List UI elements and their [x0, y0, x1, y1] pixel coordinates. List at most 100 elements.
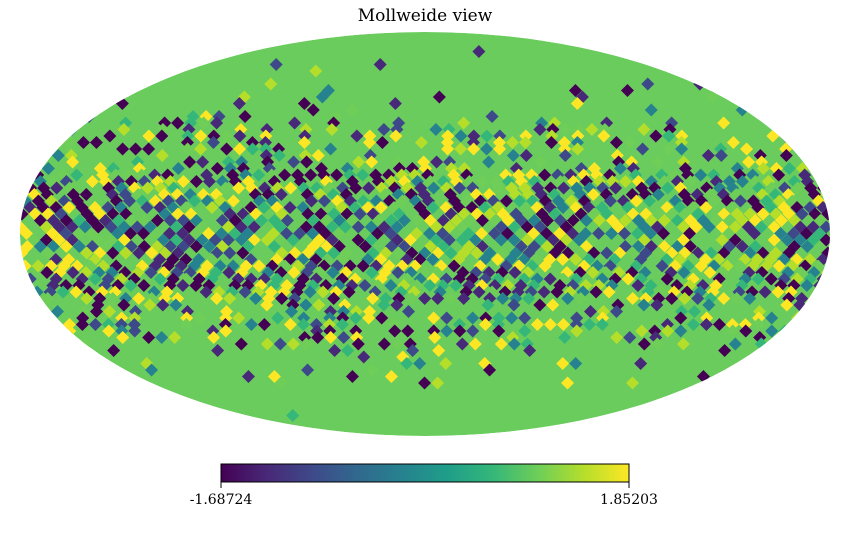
map-pixel	[20, 214, 21, 227]
map-pixel	[765, 324, 779, 338]
map-pixel	[223, 246, 237, 260]
map-pixel	[833, 221, 846, 234]
map-pixel	[129, 142, 143, 156]
map-pixel	[634, 357, 648, 370]
map-pixel	[840, 214, 850, 227]
map-pixel	[273, 337, 287, 351]
map-pixel	[518, 324, 532, 338]
map-pixel	[330, 168, 344, 182]
map-pixel	[621, 272, 635, 286]
map-pixel	[470, 246, 484, 260]
map-pixel	[223, 292, 237, 305]
map-pixel	[143, 298, 157, 312]
map-pixel	[80, 246, 94, 260]
map-pixel	[26, 298, 40, 312]
map-pixel	[206, 136, 220, 149]
map-pixel	[610, 331, 624, 344]
map-pixel	[440, 311, 454, 325]
map-pixel	[453, 181, 467, 195]
map-pixel	[207, 331, 221, 344]
map-pixel	[480, 129, 494, 143]
map-pixel	[132, 246, 146, 260]
map-pixel	[507, 233, 521, 247]
map-pixel	[353, 207, 367, 221]
map-pixel	[432, 90, 446, 104]
map-pixel	[26, 233, 40, 247]
map-pixel	[840, 240, 850, 253]
map-pixel	[582, 318, 596, 331]
map-pixel	[189, 175, 203, 188]
map-pixel	[269, 58, 283, 71]
map-pixel	[326, 266, 340, 279]
map-pixel	[150, 214, 164, 227]
map-pixel	[286, 337, 300, 351]
map-pixel	[156, 298, 170, 312]
map-pixel	[586, 266, 600, 279]
map-pixel	[754, 220, 768, 234]
map-pixel	[20, 227, 34, 240]
map-pixel	[56, 285, 70, 299]
map-pixel	[288, 116, 302, 130]
map-pixel	[236, 246, 250, 260]
map-pixel	[432, 344, 446, 357]
map-pixel	[287, 266, 301, 279]
map-pixel	[622, 136, 636, 149]
map-pixel	[661, 324, 675, 338]
map-pixel	[427, 181, 441, 195]
map-pixel	[358, 240, 372, 253]
map-pixel	[349, 311, 363, 325]
map-pixel	[506, 149, 520, 162]
map-pixel	[556, 357, 570, 370]
map-pixel	[274, 188, 288, 201]
map-pixel	[585, 123, 599, 136]
map-pixel	[327, 292, 341, 305]
map-pixel	[595, 318, 609, 331]
map-pixel	[600, 246, 614, 260]
map-pixel	[568, 84, 582, 97]
map-pixel	[311, 331, 325, 344]
map-pixel	[453, 324, 467, 338]
map-pixel	[76, 136, 90, 149]
map-pixel	[626, 246, 640, 260]
map-pixel	[726, 136, 740, 149]
map-pixel	[478, 318, 492, 331]
map-pixel	[356, 168, 370, 182]
map-pixel	[267, 370, 281, 383]
map-pixel	[494, 337, 508, 351]
map-pixel	[651, 188, 665, 201]
map-pixel	[650, 337, 664, 351]
map-pixel	[804, 305, 818, 318]
map-pixel	[586, 188, 600, 201]
map-pixel	[351, 220, 365, 234]
map-pixel	[538, 259, 552, 273]
map-pixel	[702, 298, 716, 312]
map-pixel	[2, 247, 15, 260]
map-pixel	[85, 227, 99, 240]
map-pixel	[800, 240, 814, 253]
map-pixel	[677, 266, 691, 279]
map-pixel	[194, 142, 208, 156]
map-pixel	[196, 155, 210, 169]
map-pixel	[232, 181, 246, 195]
map-pixel	[41, 162, 55, 175]
map-pixel	[272, 149, 286, 162]
map-pixel	[427, 311, 441, 325]
map-pixel	[511, 285, 525, 299]
map-pixel	[345, 103, 359, 117]
colorbar-min-label: -1.68724	[189, 492, 253, 508]
map-pixel	[278, 168, 292, 182]
map-pixel	[116, 142, 130, 156]
map-pixel	[219, 181, 233, 195]
map-pixel	[345, 370, 359, 383]
map-pixel	[626, 292, 640, 305]
map-pixel	[649, 129, 663, 143]
map-pixel	[662, 142, 676, 156]
map-pixel	[406, 344, 420, 357]
colorbar-max-label: 1.85203	[600, 492, 658, 508]
map-pixel	[701, 149, 715, 162]
map-pixel	[703, 266, 717, 279]
map-pixel	[480, 142, 494, 156]
map-pixel	[410, 214, 424, 227]
map-pixel	[676, 337, 690, 351]
map-pixel	[389, 129, 403, 143]
